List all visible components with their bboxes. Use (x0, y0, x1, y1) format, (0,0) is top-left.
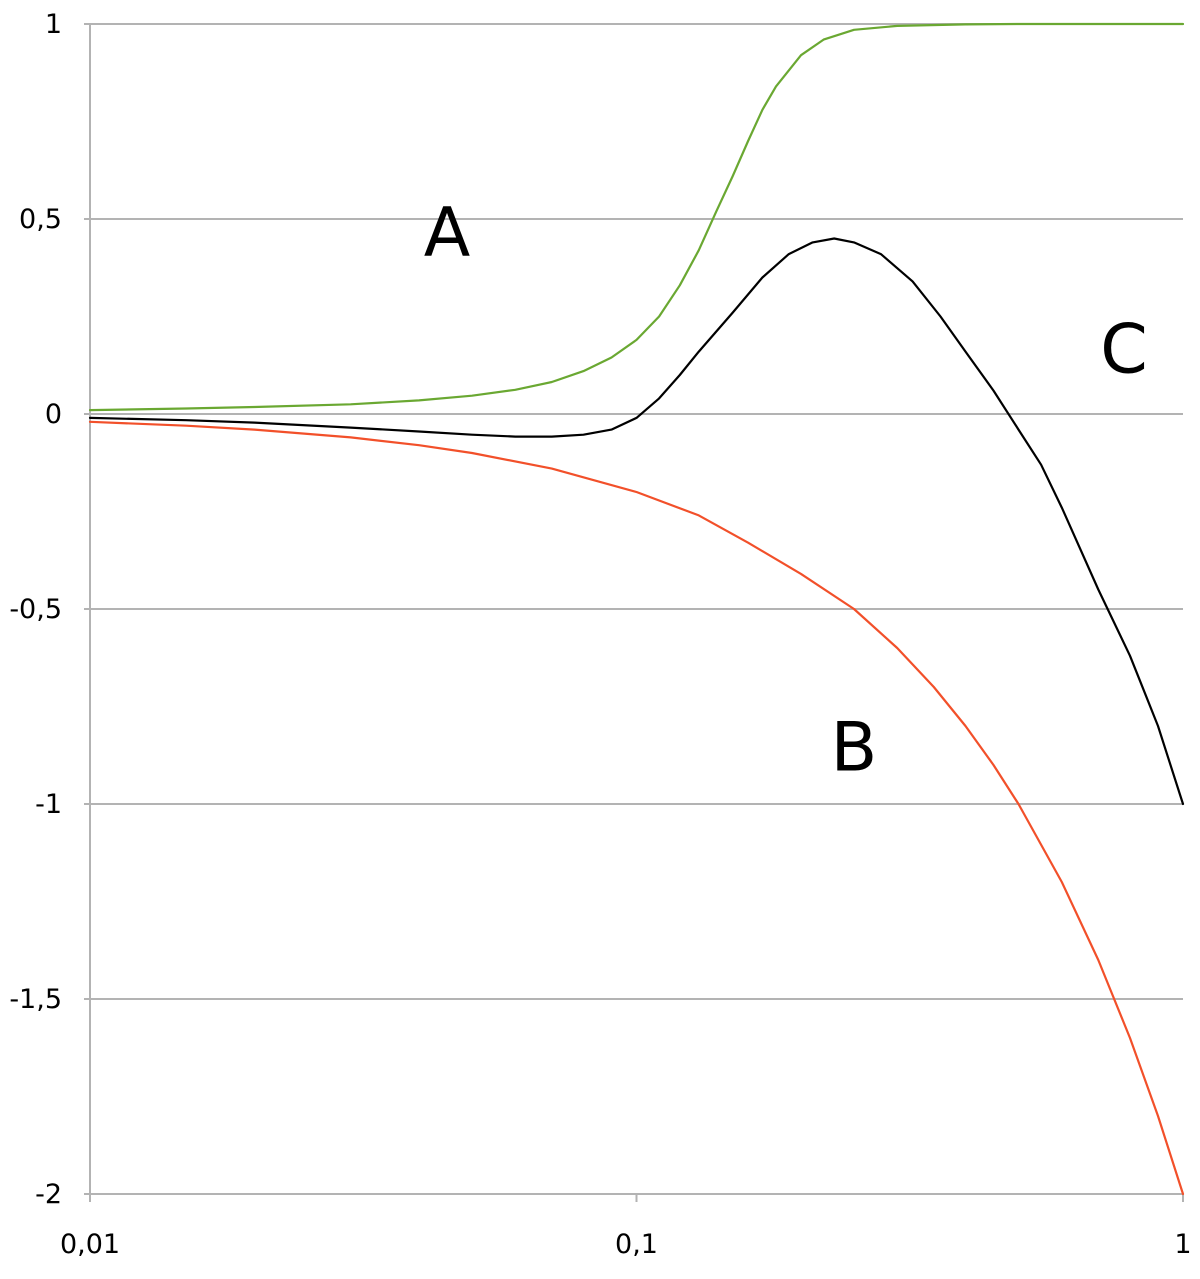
series-line-c (88, 237, 1185, 806)
series-label-b: B (831, 709, 878, 788)
y-tick-label: 1 (45, 9, 62, 40)
y-tick-label: -2 (35, 1179, 62, 1210)
y-tick-label: -1 (35, 789, 62, 820)
series-labels: A B C (424, 194, 1148, 788)
grid (84, 23, 1183, 1195)
y-tick-label: -1,5 (9, 984, 62, 1015)
series-lines (88, 22, 1185, 1196)
series-line-a (88, 22, 1185, 412)
series-label-a: A (424, 194, 471, 273)
axes: 1 0,5 0 -0,5 -1 -1,5 -2 0,01 0,1 1 (9, 9, 1191, 1260)
series-line-b (88, 420, 1185, 1196)
y-tick-label: 0,5 (19, 204, 62, 235)
y-tick-label: -0,5 (9, 594, 62, 625)
x-tick-label: 0,1 (615, 1229, 658, 1260)
x-tick-label: 0,01 (60, 1229, 120, 1260)
x-tick-label: 1 (1174, 1229, 1191, 1260)
series-label-c: C (1100, 311, 1147, 390)
y-tick-label: 0 (45, 399, 62, 430)
